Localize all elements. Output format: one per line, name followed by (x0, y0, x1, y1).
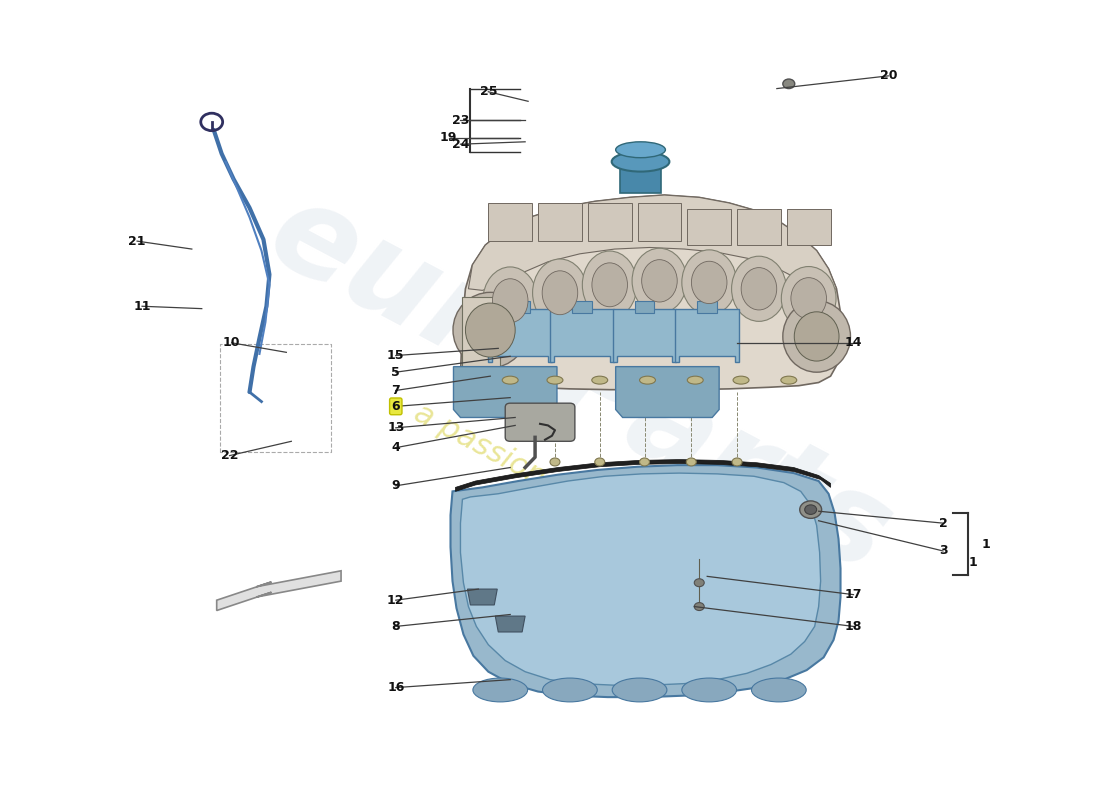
Text: 9: 9 (392, 479, 400, 492)
Polygon shape (495, 616, 525, 632)
Ellipse shape (781, 266, 836, 330)
Ellipse shape (641, 260, 678, 302)
Polygon shape (469, 195, 836, 293)
Bar (572, 301, 592, 313)
Text: 10: 10 (223, 336, 241, 350)
Ellipse shape (582, 251, 637, 318)
Text: 5: 5 (392, 366, 400, 378)
Polygon shape (468, 589, 497, 605)
Ellipse shape (595, 458, 605, 466)
Ellipse shape (781, 376, 796, 384)
Text: 8: 8 (392, 620, 400, 633)
Text: 14: 14 (845, 336, 862, 350)
Ellipse shape (751, 678, 806, 702)
Ellipse shape (483, 267, 538, 334)
Ellipse shape (542, 271, 578, 314)
Text: 1: 1 (968, 556, 977, 570)
Ellipse shape (794, 312, 839, 361)
Text: 1: 1 (981, 538, 990, 551)
Ellipse shape (688, 376, 703, 384)
Ellipse shape (783, 79, 795, 89)
Text: 6: 6 (392, 400, 400, 413)
Text: a passion for parts since 1985: a passion for parts since 1985 (409, 398, 830, 640)
Ellipse shape (694, 602, 704, 610)
Ellipse shape (791, 278, 826, 319)
Bar (638, 203, 681, 241)
FancyBboxPatch shape (505, 403, 575, 442)
Text: 11: 11 (133, 300, 151, 313)
Text: 20: 20 (880, 70, 896, 82)
Text: 22: 22 (221, 449, 239, 462)
Bar (619, 163, 661, 194)
Ellipse shape (732, 256, 786, 322)
Ellipse shape (733, 458, 742, 466)
Polygon shape (675, 309, 739, 362)
Text: 13: 13 (387, 422, 405, 434)
Text: 24: 24 (452, 138, 470, 150)
Ellipse shape (532, 259, 587, 326)
Ellipse shape (493, 278, 528, 322)
Ellipse shape (783, 301, 850, 372)
Text: 25: 25 (480, 86, 497, 98)
Text: 4: 4 (392, 441, 400, 454)
Text: 15: 15 (387, 349, 405, 362)
Ellipse shape (682, 250, 737, 315)
Ellipse shape (616, 142, 666, 158)
Polygon shape (455, 459, 830, 491)
Ellipse shape (542, 678, 597, 702)
Ellipse shape (694, 578, 704, 586)
Polygon shape (453, 366, 557, 418)
Ellipse shape (612, 152, 670, 171)
Ellipse shape (682, 678, 737, 702)
Text: euroParts: euroParts (249, 170, 911, 598)
Polygon shape (488, 309, 552, 362)
Text: 21: 21 (129, 234, 146, 248)
Ellipse shape (805, 505, 816, 514)
Bar (688, 210, 732, 245)
Text: 7: 7 (392, 384, 400, 397)
Bar (697, 301, 717, 313)
Ellipse shape (800, 501, 822, 518)
Ellipse shape (503, 376, 518, 384)
Ellipse shape (592, 263, 627, 306)
Text: 3: 3 (938, 545, 947, 558)
Bar (635, 301, 654, 313)
Ellipse shape (639, 376, 656, 384)
Polygon shape (461, 195, 842, 390)
Ellipse shape (639, 458, 649, 466)
Ellipse shape (741, 268, 777, 310)
Text: 17: 17 (845, 588, 862, 601)
Polygon shape (461, 473, 821, 686)
Polygon shape (613, 309, 676, 362)
Ellipse shape (592, 376, 607, 384)
Ellipse shape (473, 678, 528, 702)
Bar (488, 203, 532, 241)
Ellipse shape (733, 376, 749, 384)
Ellipse shape (632, 248, 686, 314)
Ellipse shape (692, 262, 727, 303)
Ellipse shape (686, 458, 696, 466)
Bar (538, 203, 582, 241)
Ellipse shape (453, 292, 528, 368)
Text: 19: 19 (440, 131, 458, 144)
Bar (737, 210, 781, 245)
Text: 18: 18 (845, 620, 862, 633)
Polygon shape (616, 366, 719, 418)
Bar (510, 301, 530, 313)
Polygon shape (550, 309, 614, 362)
Polygon shape (217, 571, 341, 610)
Text: 2: 2 (938, 517, 947, 530)
Ellipse shape (613, 678, 667, 702)
Ellipse shape (550, 458, 560, 466)
Ellipse shape (547, 376, 563, 384)
Text: 16: 16 (387, 681, 405, 694)
Bar (587, 203, 631, 241)
Ellipse shape (465, 303, 515, 357)
Bar (462, 297, 501, 368)
Bar (786, 210, 830, 245)
Text: 23: 23 (452, 114, 469, 127)
Polygon shape (451, 465, 840, 697)
Text: 12: 12 (387, 594, 405, 606)
